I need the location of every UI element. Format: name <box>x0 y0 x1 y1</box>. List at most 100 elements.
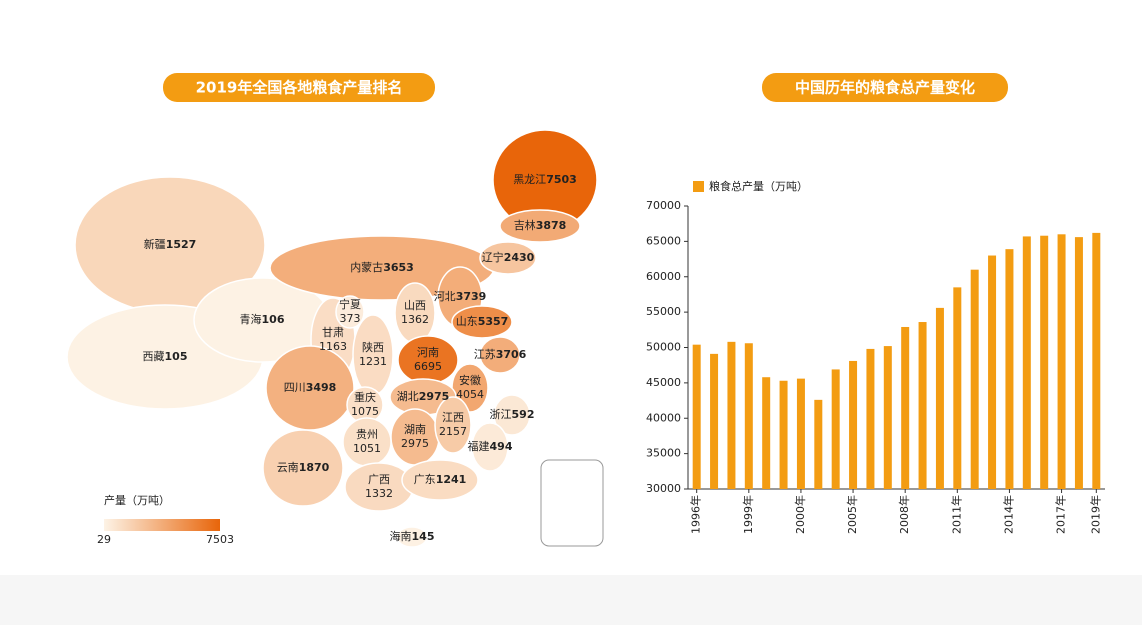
bar <box>849 360 858 489</box>
bar-title: 中国历年的粮食总产量变化 <box>795 79 975 97</box>
province-name: 宁夏 <box>339 297 361 311</box>
bar <box>1040 235 1049 489</box>
province-value: 1075 <box>351 405 379 418</box>
bar <box>710 353 719 489</box>
province-label: 云南1870 <box>277 461 330 474</box>
y-tick-label: 55000 <box>646 305 681 318</box>
province-value: 3653 <box>383 261 414 274</box>
province <box>262 429 344 507</box>
bar <box>1057 234 1066 489</box>
province <box>451 305 513 339</box>
x-tick-label: 2017年 <box>1054 495 1068 534</box>
province <box>401 459 479 501</box>
bar <box>1092 232 1101 489</box>
x-tick-label: 2005年 <box>845 495 859 534</box>
province-value: 3878 <box>536 219 567 232</box>
y-tick-label: 40000 <box>646 411 681 424</box>
province-label: 四川3498 <box>284 381 337 394</box>
province-name: 吉林 <box>514 218 536 232</box>
province-label: 福建494 <box>468 439 513 453</box>
province-name: 河南 <box>417 346 439 359</box>
province-label: 江苏3706 <box>474 348 527 361</box>
map: 新疆1527西藏105青海106内蒙古3653黑龙江7503吉林3878辽宁24… <box>66 129 598 548</box>
bar <box>866 348 875 489</box>
province-value: 6695 <box>414 360 442 373</box>
bar <box>727 341 736 489</box>
bar <box>953 287 962 489</box>
province-label: 湖北2975 <box>397 390 450 403</box>
province-value: 2157 <box>439 425 467 438</box>
bar <box>692 344 701 489</box>
province-label: 内蒙古3653 <box>350 260 414 274</box>
province-name: 山东 <box>456 315 478 328</box>
province-name: 山西 <box>404 299 426 312</box>
province-label: 辽宁2430 <box>482 250 535 264</box>
title-pill <box>762 73 1008 102</box>
y-tick-label: 50000 <box>646 341 681 354</box>
province-name: 四川 <box>284 381 306 394</box>
bar <box>1005 249 1014 489</box>
province-value: 1332 <box>365 487 393 500</box>
bar <box>796 378 805 489</box>
title-pill <box>163 73 435 102</box>
province-label: 西藏105 <box>143 350 188 363</box>
bar <box>744 343 753 489</box>
y-tick-label: 45000 <box>646 376 681 389</box>
province <box>499 209 581 243</box>
x-tick-label: 2000年 <box>793 495 807 534</box>
x-tick-label: 1996年 <box>689 495 703 534</box>
bar <box>883 346 892 489</box>
province-value: 2975 <box>401 437 429 450</box>
bar <box>918 322 927 489</box>
province-name: 广东 <box>414 473 436 486</box>
province-value: 494 <box>490 440 513 453</box>
bar <box>1022 236 1031 489</box>
bar <box>901 326 910 489</box>
legend-label: 粮食总产量（万吨） <box>709 179 808 193</box>
province-label: 山东5357 <box>456 315 509 328</box>
south-sea-box <box>540 459 604 547</box>
province-value: 7503 <box>546 173 577 186</box>
bar <box>1074 237 1083 489</box>
bar <box>935 307 944 489</box>
y-tick-label: 60000 <box>646 270 681 283</box>
legend-title: 产量（万吨） <box>104 493 170 507</box>
province-label: 河北3739 <box>434 290 487 303</box>
x-tick-label: 2008年 <box>897 495 911 534</box>
legend-min: 29 <box>97 533 111 546</box>
bar <box>779 380 788 489</box>
province-value: 145 <box>412 530 435 543</box>
y-tick-label: 35000 <box>646 447 681 460</box>
province-value: 1527 <box>166 238 197 251</box>
province-label: 黑龙江7503 <box>513 173 577 186</box>
province-name: 云南 <box>277 461 299 474</box>
legend-max: 7503 <box>206 533 234 546</box>
y-tick-label: 65000 <box>646 234 681 247</box>
province-value: 3498 <box>306 381 337 394</box>
province-name: 江西 <box>442 411 464 424</box>
province <box>479 336 521 374</box>
x-tick-label: 2019年 <box>1088 495 1102 534</box>
y-tick-label: 30000 <box>646 482 681 495</box>
province-value: 3739 <box>456 290 487 303</box>
province <box>479 241 537 275</box>
province-value: 1870 <box>299 461 330 474</box>
province-value: 1051 <box>353 442 381 455</box>
province-label: 海南145 <box>390 529 435 543</box>
province-value: 4054 <box>456 388 484 401</box>
x-tick-label: 2011年 <box>949 495 963 534</box>
x-tick-label: 2014年 <box>1001 495 1015 534</box>
province <box>396 526 428 548</box>
province-name: 重庆 <box>354 390 376 404</box>
province <box>471 422 509 472</box>
x-tick-label: 1999年 <box>741 495 755 534</box>
province-label: 广东1241 <box>414 473 467 486</box>
province-value: 1241 <box>436 473 467 486</box>
province-name: 浙江 <box>490 408 512 421</box>
province-value: 1163 <box>319 340 347 353</box>
bar <box>988 255 997 489</box>
bar <box>831 369 840 489</box>
province-name: 内蒙古 <box>350 260 383 274</box>
bar <box>814 399 823 489</box>
